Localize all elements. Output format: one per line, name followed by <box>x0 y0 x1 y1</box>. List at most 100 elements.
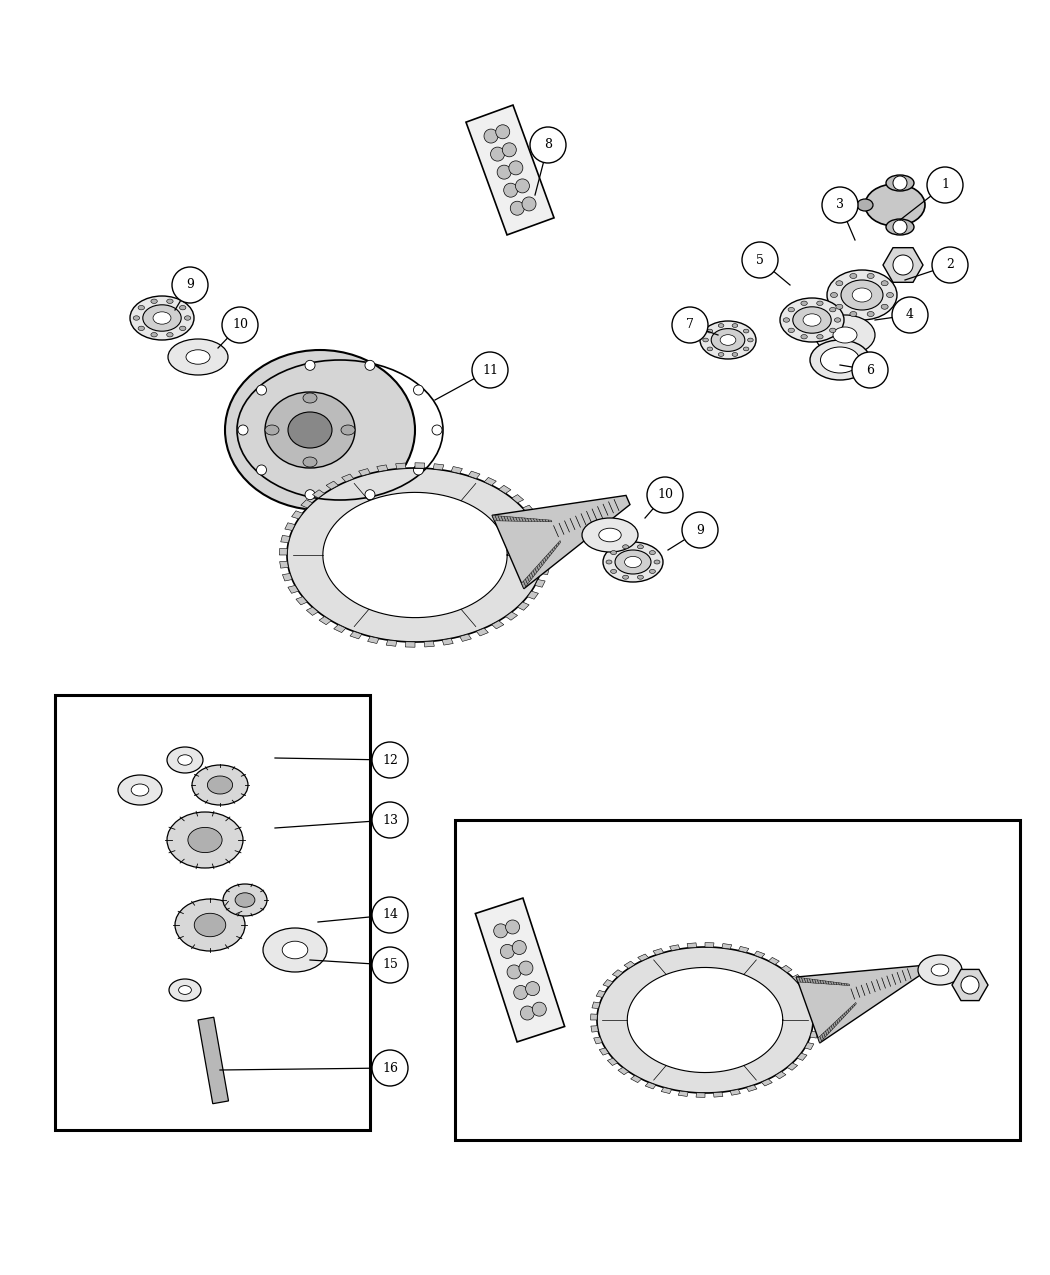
Polygon shape <box>543 557 546 564</box>
Ellipse shape <box>265 391 355 468</box>
Polygon shape <box>527 518 532 521</box>
Polygon shape <box>491 621 504 629</box>
Polygon shape <box>538 529 548 537</box>
Polygon shape <box>844 1011 847 1016</box>
Ellipse shape <box>167 812 243 868</box>
Ellipse shape <box>167 747 203 773</box>
Circle shape <box>414 465 423 476</box>
Ellipse shape <box>931 964 949 975</box>
Ellipse shape <box>265 425 279 435</box>
Ellipse shape <box>700 321 756 360</box>
Circle shape <box>414 385 423 395</box>
Polygon shape <box>522 518 526 521</box>
Polygon shape <box>812 979 816 983</box>
Polygon shape <box>804 978 809 983</box>
Polygon shape <box>492 515 498 521</box>
Polygon shape <box>820 980 824 984</box>
Text: 10: 10 <box>232 319 248 332</box>
Polygon shape <box>769 958 779 964</box>
Text: 9: 9 <box>186 278 194 292</box>
Polygon shape <box>327 481 338 490</box>
Ellipse shape <box>886 175 914 191</box>
Polygon shape <box>832 1024 835 1029</box>
Polygon shape <box>536 566 539 572</box>
Polygon shape <box>529 572 533 579</box>
Polygon shape <box>823 980 826 984</box>
Polygon shape <box>850 1006 853 1010</box>
Polygon shape <box>545 556 548 561</box>
Polygon shape <box>820 1034 823 1040</box>
Polygon shape <box>804 1043 814 1049</box>
Ellipse shape <box>623 544 629 548</box>
Ellipse shape <box>223 884 267 915</box>
Polygon shape <box>830 1025 833 1031</box>
Ellipse shape <box>815 315 875 354</box>
Text: 6: 6 <box>866 363 874 376</box>
Text: 15: 15 <box>382 959 398 972</box>
Circle shape <box>961 975 979 994</box>
Polygon shape <box>841 1015 843 1020</box>
Polygon shape <box>696 1093 705 1098</box>
Polygon shape <box>322 492 507 617</box>
Ellipse shape <box>130 296 194 340</box>
Circle shape <box>742 242 778 278</box>
Polygon shape <box>833 1023 836 1028</box>
Circle shape <box>892 176 907 190</box>
Polygon shape <box>806 978 811 983</box>
Polygon shape <box>534 580 545 588</box>
Ellipse shape <box>513 986 528 1000</box>
Ellipse shape <box>833 326 857 343</box>
Ellipse shape <box>849 273 857 278</box>
Text: 12: 12 <box>382 754 398 766</box>
Polygon shape <box>662 1088 672 1094</box>
Bar <box>198 1017 229 1104</box>
Ellipse shape <box>801 301 807 306</box>
Circle shape <box>682 513 718 548</box>
Ellipse shape <box>780 298 844 342</box>
Ellipse shape <box>496 125 509 139</box>
Polygon shape <box>556 543 559 547</box>
Ellipse shape <box>501 945 514 959</box>
Polygon shape <box>631 1076 642 1082</box>
Text: 9: 9 <box>696 524 704 537</box>
Polygon shape <box>511 495 524 502</box>
Polygon shape <box>525 518 529 521</box>
Circle shape <box>432 425 442 435</box>
Ellipse shape <box>707 329 713 333</box>
Polygon shape <box>396 463 406 469</box>
Polygon shape <box>854 1002 857 1006</box>
Polygon shape <box>597 947 813 1093</box>
Ellipse shape <box>836 280 843 286</box>
Ellipse shape <box>118 775 162 805</box>
Ellipse shape <box>303 456 317 467</box>
Polygon shape <box>722 944 732 949</box>
Ellipse shape <box>865 184 925 226</box>
Ellipse shape <box>827 270 897 320</box>
Ellipse shape <box>841 280 883 310</box>
Polygon shape <box>341 474 354 482</box>
Polygon shape <box>844 983 847 986</box>
Ellipse shape <box>732 324 738 328</box>
Ellipse shape <box>830 328 836 333</box>
Ellipse shape <box>867 311 875 316</box>
Polygon shape <box>713 1093 722 1098</box>
Polygon shape <box>287 468 543 643</box>
Ellipse shape <box>521 1006 534 1020</box>
Polygon shape <box>841 983 844 986</box>
Ellipse shape <box>504 184 518 198</box>
Text: 5: 5 <box>756 254 764 266</box>
Bar <box>55 695 370 1130</box>
Ellipse shape <box>509 161 523 175</box>
Ellipse shape <box>519 961 533 975</box>
Polygon shape <box>607 1058 617 1066</box>
Ellipse shape <box>532 1002 546 1016</box>
Polygon shape <box>292 511 302 519</box>
Ellipse shape <box>857 199 873 210</box>
Polygon shape <box>499 486 511 493</box>
Ellipse shape <box>177 755 192 765</box>
Ellipse shape <box>153 312 171 324</box>
Polygon shape <box>747 1085 757 1091</box>
Ellipse shape <box>732 353 738 356</box>
Ellipse shape <box>718 324 723 328</box>
Polygon shape <box>813 1020 819 1026</box>
